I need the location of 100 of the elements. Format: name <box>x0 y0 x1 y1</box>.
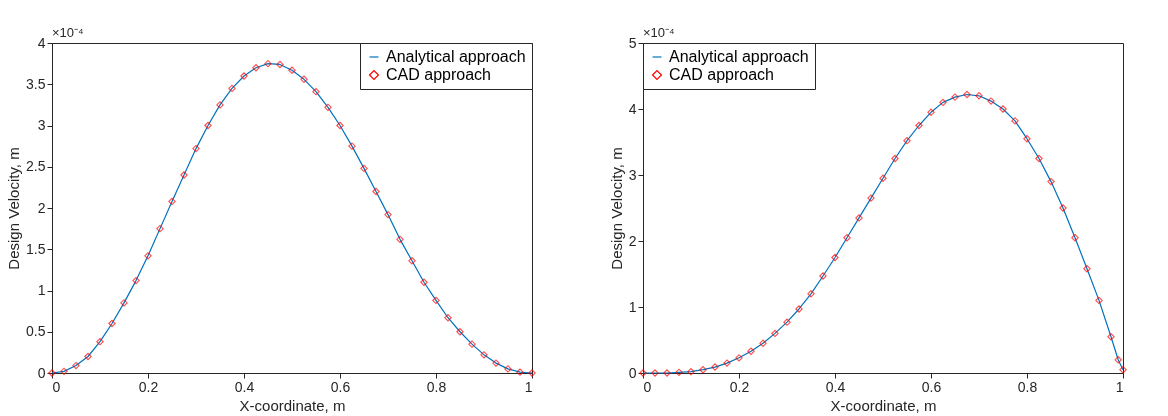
legend-label: CAD approach <box>669 66 774 83</box>
y-tick-label: 0 <box>628 364 637 381</box>
x-tick-label: 0.2 <box>138 378 159 395</box>
point <box>408 257 416 265</box>
point <box>843 233 851 242</box>
point <box>939 98 947 107</box>
point <box>264 59 272 68</box>
point <box>867 194 875 202</box>
point <box>711 363 719 371</box>
point <box>795 305 803 313</box>
point <box>831 253 839 262</box>
point <box>735 354 743 362</box>
point <box>276 60 284 69</box>
legend-label: Analytical approach <box>386 48 526 65</box>
x-tick-label: 0.6 <box>330 378 351 395</box>
y-tick-label: 0.5 <box>26 323 46 340</box>
point <box>72 361 80 370</box>
y-tick-label: 3 <box>37 117 46 133</box>
point <box>108 319 116 328</box>
point <box>480 351 488 359</box>
x-tick-label: 1 <box>1115 378 1124 395</box>
point <box>1047 177 1055 186</box>
point <box>1107 332 1115 341</box>
x-tick-label: 0 <box>52 378 61 395</box>
y-axis-title: Design Velocity, m <box>607 147 625 270</box>
point <box>975 92 983 100</box>
x-tick-label: 1 <box>524 378 533 395</box>
point <box>396 235 404 244</box>
point <box>192 144 200 153</box>
y-tick-label: 2 <box>628 232 637 249</box>
x-tick-label: 0.6 <box>921 378 942 395</box>
point <box>747 347 755 355</box>
point <box>699 365 707 374</box>
point <box>168 197 176 206</box>
point <box>252 64 260 72</box>
point <box>420 278 428 286</box>
point <box>1095 296 1103 305</box>
y-tick-label: 1.5 <box>26 240 46 257</box>
point <box>228 84 236 93</box>
point <box>336 121 344 130</box>
point <box>1011 117 1019 125</box>
point <box>963 90 971 99</box>
y-tick-label: 4 <box>628 100 637 117</box>
point <box>771 329 779 338</box>
point <box>1114 356 1122 364</box>
x-axis-title: X-coordinate, m <box>239 396 346 414</box>
legend-label: CAD approach <box>386 66 491 83</box>
y-tick-label: 5 <box>628 34 637 51</box>
point <box>651 369 659 377</box>
point <box>288 66 296 74</box>
point <box>927 108 935 117</box>
point <box>84 352 92 361</box>
x-tick-label: 0.8 <box>1017 378 1038 395</box>
point <box>1059 204 1067 212</box>
point <box>987 97 995 105</box>
point <box>516 368 524 376</box>
point <box>312 87 320 96</box>
legend-label: Analytical approach <box>669 48 809 65</box>
y-tick-label: 1 <box>628 298 637 315</box>
point <box>180 171 188 179</box>
y-tick-label: 3.5 <box>26 75 46 92</box>
y-tick-label: 1 <box>37 282 46 298</box>
point <box>639 369 647 377</box>
point <box>687 367 695 376</box>
point <box>528 369 536 377</box>
y-axis-title: Design Velocity, m <box>5 147 23 270</box>
y-tick-label: 0 <box>37 364 46 381</box>
point <box>855 214 863 222</box>
point <box>675 368 683 377</box>
point <box>879 174 887 183</box>
x-axis-title: X-coordinate, m <box>830 396 937 414</box>
x-tick-label: 0.2 <box>729 378 750 395</box>
point <box>915 121 923 130</box>
point <box>819 272 827 280</box>
y-tick-label: 2.5 <box>26 158 46 175</box>
y-tick-label: 3 <box>628 166 637 183</box>
point <box>132 276 140 285</box>
point <box>120 299 128 307</box>
point <box>1083 265 1091 273</box>
point <box>504 365 512 373</box>
point <box>891 154 899 163</box>
point <box>156 224 164 233</box>
y-tick-label: 2 <box>37 199 46 216</box>
point <box>492 359 500 367</box>
point <box>807 290 815 298</box>
point <box>468 340 476 348</box>
x-tick-label: 0.4 <box>825 378 846 395</box>
point <box>999 105 1007 113</box>
point <box>1119 365 1127 374</box>
point <box>456 328 464 336</box>
point <box>759 339 767 348</box>
point <box>432 296 440 305</box>
point <box>903 136 911 145</box>
point <box>1023 134 1031 143</box>
point <box>783 318 791 326</box>
point <box>384 210 392 219</box>
point <box>1071 233 1079 242</box>
point <box>663 369 671 377</box>
text: ×10⁻⁴ <box>52 25 84 40</box>
point <box>723 359 731 367</box>
